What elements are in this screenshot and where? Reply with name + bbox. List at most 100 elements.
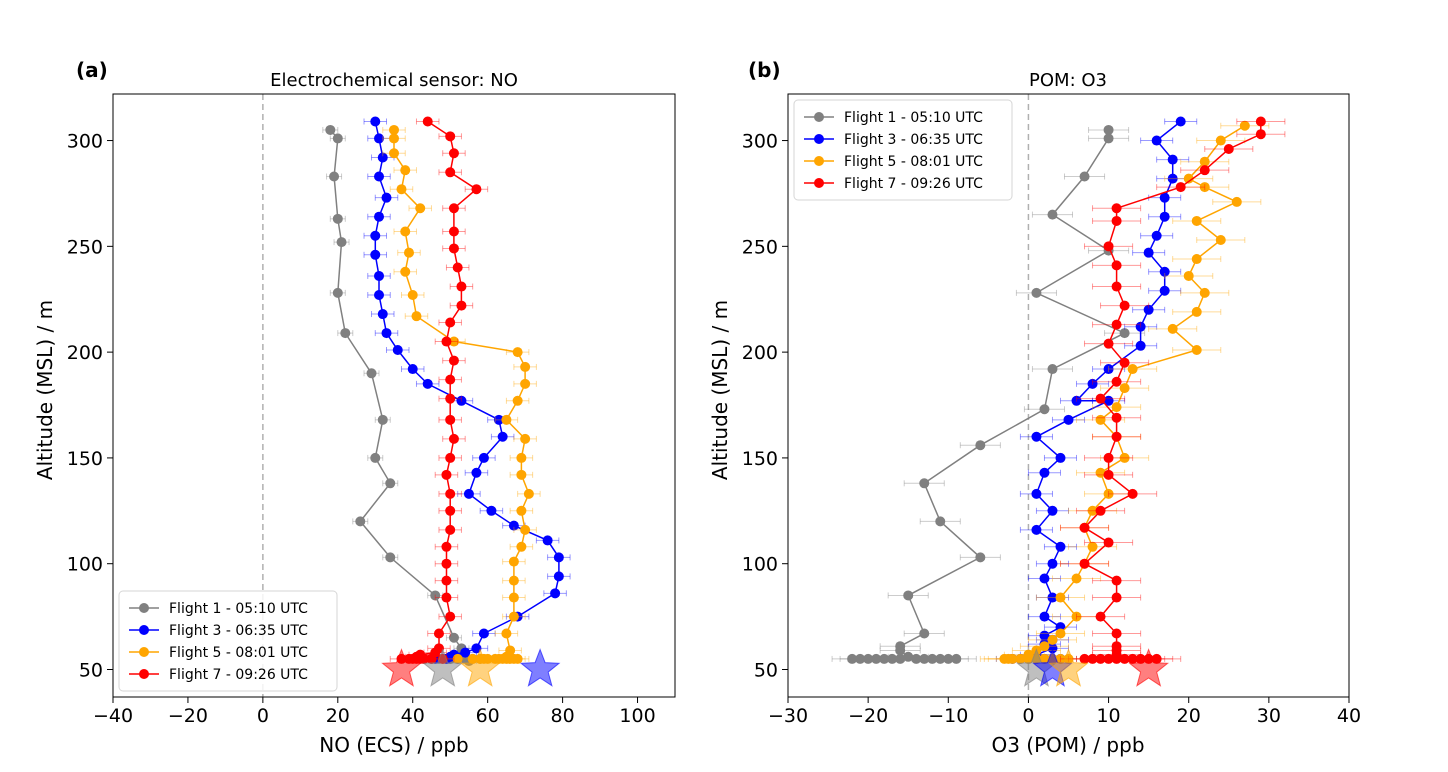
data-point — [508, 611, 519, 622]
legend-marker — [139, 647, 149, 657]
x-tick-label: 20 — [326, 705, 350, 727]
series-b-2 — [979, 120, 1270, 664]
data-point — [392, 345, 403, 356]
data-point — [441, 558, 452, 569]
data-point — [919, 478, 930, 489]
ground-point — [919, 653, 930, 664]
data-point — [1103, 452, 1114, 463]
legend-entry: Flight 3 - 06:35 UTC — [844, 132, 983, 148]
data-point — [456, 300, 467, 311]
data-point — [370, 249, 381, 260]
star-marker-a-0 — [422, 648, 464, 687]
data-point — [441, 541, 452, 552]
y-axis-label-a: Altitude (MSL) / m — [33, 300, 57, 480]
ground-point — [1103, 653, 1114, 664]
star-marker-a-1 — [519, 648, 561, 687]
ground-point — [426, 653, 437, 664]
x-tick-label: −40 — [93, 705, 133, 727]
data-point — [1095, 414, 1106, 425]
series-b-3 — [1059, 116, 1286, 664]
data-point — [448, 632, 459, 643]
data-point — [445, 488, 456, 499]
data-point — [374, 211, 385, 222]
axes-frame-b — [787, 93, 1350, 698]
data-point — [1055, 592, 1066, 603]
data-point — [501, 414, 512, 425]
ground-point — [1127, 653, 1138, 664]
ground-point — [927, 653, 938, 664]
data-point — [445, 374, 456, 385]
data-point — [1223, 144, 1234, 155]
data-point — [370, 452, 381, 463]
data-point — [553, 571, 564, 582]
data-point — [520, 433, 531, 444]
x-tick-label: −20 — [848, 705, 888, 727]
panel-label-b: (b) — [748, 58, 781, 82]
x-tick-label: 20 — [1177, 705, 1201, 727]
data-point — [445, 414, 456, 425]
legend-marker — [814, 178, 824, 188]
x-tick-label: 0 — [1022, 705, 1034, 727]
data-point — [452, 262, 463, 273]
data-point — [1119, 383, 1130, 394]
data-point — [512, 395, 523, 406]
y-tick-label: 200 — [742, 342, 778, 364]
x-tick-label: 0 — [257, 705, 269, 727]
data-point — [1095, 611, 1106, 622]
data-point — [1103, 488, 1114, 499]
y-axis-label-b: Altitude (MSL) / m — [708, 300, 732, 480]
data-point — [1087, 378, 1098, 389]
data-point — [422, 378, 433, 389]
data-point — [471, 184, 482, 195]
ground-point — [895, 653, 906, 664]
data-point — [516, 505, 527, 516]
data-point — [1047, 558, 1058, 569]
data-point — [512, 347, 523, 358]
data-point — [448, 336, 459, 347]
data-point — [377, 152, 388, 163]
chart-title-a: Electrochemical sensor: NO — [270, 70, 518, 91]
legend-entry: Flight 3 - 06:35 UTC — [169, 623, 308, 639]
ground-point — [415, 653, 426, 664]
data-point — [1047, 364, 1058, 375]
legend-box — [793, 99, 1013, 201]
data-point — [366, 368, 377, 379]
ground-point — [847, 653, 858, 664]
data-point — [520, 361, 531, 372]
legend-b: Flight 1 - 05:10 UTC Flight 3 - 06:35 UTC… — [793, 99, 1013, 201]
data-point — [325, 124, 336, 135]
ground-point — [1055, 653, 1066, 664]
ground-point — [879, 653, 890, 664]
data-point — [448, 355, 459, 366]
data-point — [396, 184, 407, 195]
data-point — [1159, 285, 1170, 296]
ground-point — [855, 653, 866, 664]
data-point — [441, 336, 452, 347]
data-point — [1047, 634, 1058, 645]
data-point — [1039, 404, 1050, 415]
x-tick-label: −20 — [168, 705, 208, 727]
y-tick-label: 300 — [67, 131, 103, 153]
data-point — [486, 505, 497, 516]
data-point — [441, 469, 452, 480]
data-point — [516, 452, 527, 463]
data-point — [1119, 452, 1130, 463]
y-tick-label: 200 — [67, 342, 103, 364]
axes-frame-a — [112, 93, 676, 698]
x-tick-label: 30 — [1257, 705, 1281, 727]
data-point — [550, 588, 561, 599]
ground-point — [1039, 653, 1050, 664]
data-point — [415, 203, 426, 214]
data-point — [441, 575, 452, 586]
data-point — [1055, 541, 1066, 552]
data-point — [1103, 124, 1114, 135]
data-point — [1103, 395, 1114, 406]
data-point — [1191, 306, 1202, 317]
ground-point — [512, 653, 523, 664]
data-point — [445, 452, 456, 463]
y-tick-label: 50 — [79, 659, 103, 681]
data-point — [508, 592, 519, 603]
legend-entry: Flight 5 - 08:01 UTC — [169, 645, 308, 661]
x-axis-label-a: NO (ECS) / ppb — [319, 733, 469, 757]
